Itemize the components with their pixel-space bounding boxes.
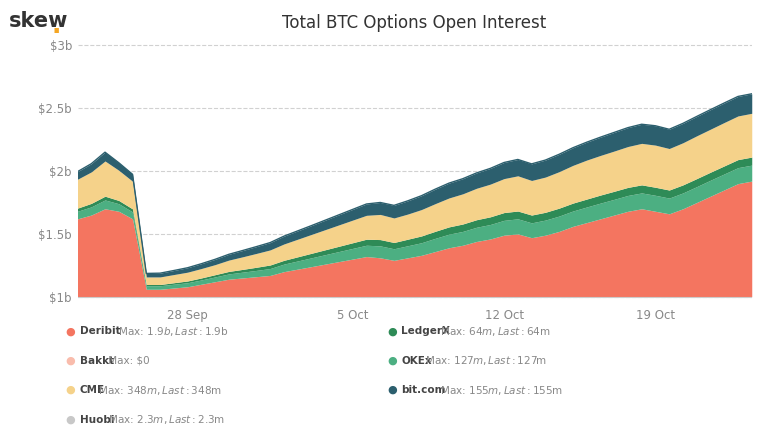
Text: ●: ● bbox=[388, 385, 398, 395]
Text: bit.com: bit.com bbox=[401, 385, 446, 395]
Text: LedgerX: LedgerX bbox=[401, 326, 450, 336]
Text: CME: CME bbox=[80, 385, 105, 395]
Text: ●: ● bbox=[66, 326, 76, 336]
Text: ●: ● bbox=[66, 414, 76, 425]
Text: skew: skew bbox=[9, 11, 69, 31]
Text: Max: $348m, Last: $348m: Max: $348m, Last: $348m bbox=[95, 384, 222, 397]
Text: Max: $155m, Last: $155m: Max: $155m, Last: $155m bbox=[437, 384, 563, 397]
Text: ●: ● bbox=[388, 355, 398, 366]
Text: ●: ● bbox=[66, 385, 76, 395]
Text: Max: $127m, Last: $127m: Max: $127m, Last: $127m bbox=[422, 354, 546, 367]
Text: ●: ● bbox=[66, 355, 76, 366]
Text: Huobi: Huobi bbox=[80, 414, 115, 425]
Text: Deribit: Deribit bbox=[80, 326, 120, 336]
Text: OKEx: OKEx bbox=[401, 355, 432, 366]
Text: ●: ● bbox=[388, 326, 398, 336]
Text: Max: $1.9b, Last: $1.9b: Max: $1.9b, Last: $1.9b bbox=[115, 325, 229, 338]
Text: .: . bbox=[52, 14, 61, 38]
Text: Max: $2.3m, Last: $2.3m: Max: $2.3m, Last: $2.3m bbox=[105, 413, 226, 426]
Text: Bakkt: Bakkt bbox=[80, 355, 114, 366]
Text: Max: $0: Max: $0 bbox=[105, 355, 150, 366]
Title: Total BTC Options Open Interest: Total BTC Options Open Interest bbox=[283, 14, 546, 32]
Text: Max: $64m, Last: $64m: Max: $64m, Last: $64m bbox=[437, 325, 550, 338]
